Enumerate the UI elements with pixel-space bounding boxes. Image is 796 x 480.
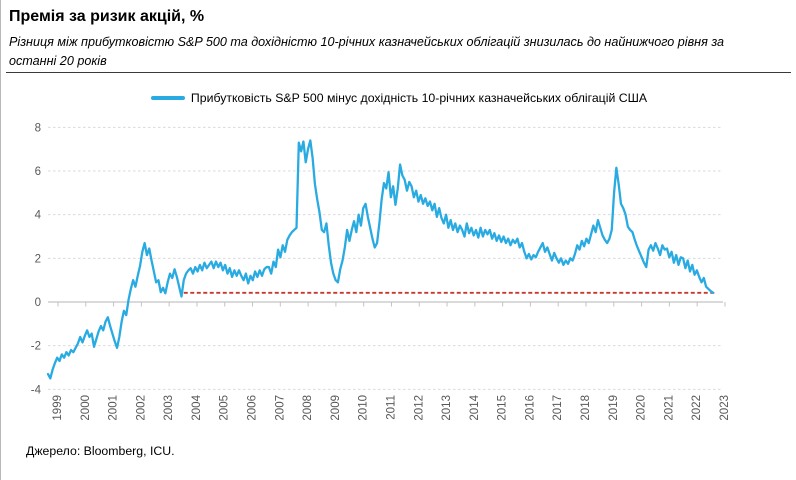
x-tick-label: 2013 (441, 395, 453, 421)
x-tick-label: 2002 (135, 395, 147, 421)
y-tick-label: -2 (31, 341, 41, 353)
x-tick-label: 2021 (663, 395, 675, 421)
y-tick-label: -4 (31, 384, 42, 396)
y-tick-label: 2 (35, 253, 41, 265)
legend-line-swatch (150, 96, 185, 100)
y-tick-label: 6 (35, 166, 41, 178)
x-tick-label: 2022 (691, 395, 703, 421)
chart-subtitle-line2: останні 20 років (9, 54, 107, 68)
chart-subtitle-line1: Різниця між прибутковістю S&P 500 та дох… (9, 35, 725, 49)
y-tick-label: 8 (35, 122, 41, 134)
x-tick-label: 2008 (302, 395, 314, 421)
header-divider (6, 72, 791, 73)
x-tick-label: 2012 (413, 395, 425, 421)
x-tick-label: 2000 (80, 395, 92, 421)
x-tick-label: 2003 (163, 395, 175, 421)
x-tick-label: 2007 (274, 395, 286, 421)
page-title: Премія за ризик акцій, % (9, 8, 205, 25)
series-line (46, 139, 715, 380)
x-tick-label: 2016 (524, 395, 536, 421)
legend-label: Прибутковість S&P 500 мінус дохідність 1… (190, 91, 648, 105)
x-tick-label: 2014 (469, 394, 481, 420)
chart-legend: Прибутковість S&P 500 мінус дохідність 1… (1, 89, 796, 107)
x-tick-label: 1999 (52, 395, 64, 421)
chart-subtitle: Різниця між прибутковістю S&P 500 та дох… (9, 33, 791, 71)
x-tick-label: 2005 (219, 395, 231, 421)
x-tick-label: 2015 (497, 395, 509, 421)
x-tick-label: 2010 (358, 395, 370, 421)
x-tick-label: 2009 (330, 395, 342, 421)
x-tick-label: 2017 (552, 395, 564, 421)
x-tick-label: 2006 (247, 395, 259, 421)
x-tick-label: 2019 (608, 395, 620, 421)
x-tick-label: 2001 (108, 395, 120, 421)
source-note: Джерело: Bloomberg, ICU. (26, 444, 175, 458)
x-tick-label: 2004 (191, 394, 203, 420)
x-tick-label: 2011 (385, 395, 397, 420)
x-tick-label: 2018 (580, 395, 592, 421)
y-tick-label: 4 (35, 210, 42, 222)
y-tick-label: 0 (35, 297, 41, 309)
x-tick-label: 2023 (719, 395, 731, 421)
x-tick-label: 2020 (636, 395, 648, 421)
